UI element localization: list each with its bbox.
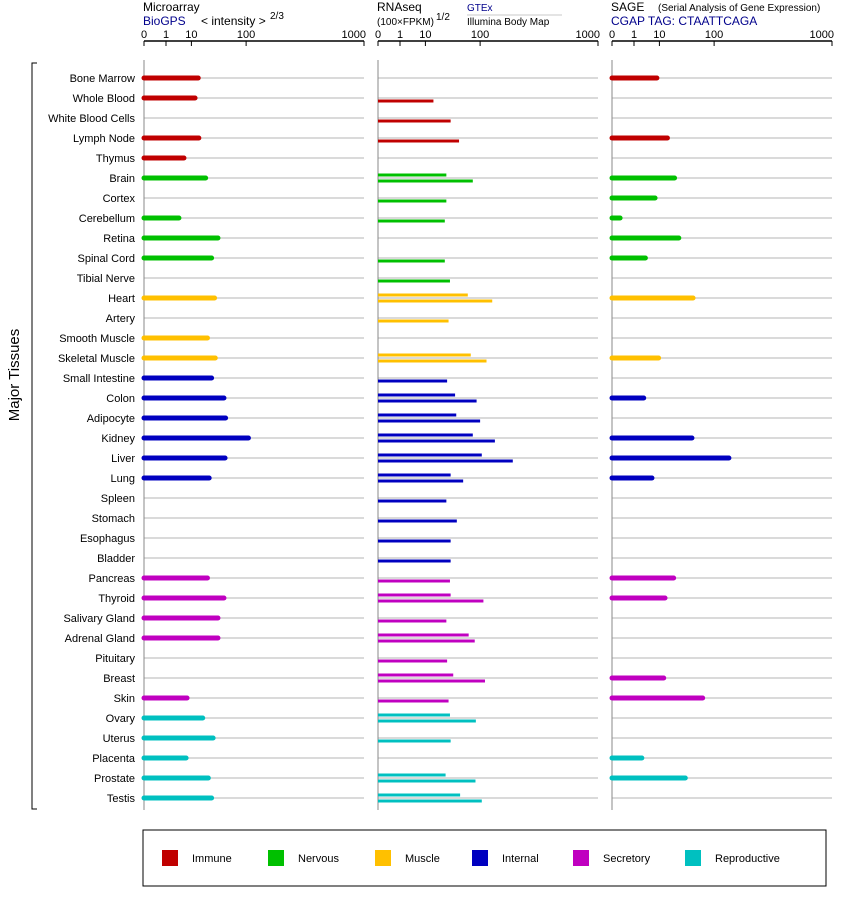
tissue-label: Smooth Muscle <box>59 333 135 345</box>
legend-swatch-immune <box>162 850 178 866</box>
rnaseq-title: RNAseq <box>377 0 422 14</box>
tick-label-rnaseq: 1 <box>397 29 403 41</box>
tick-label-microarray: 1000 <box>342 29 366 41</box>
tissue-label: Cerebellum <box>79 213 135 225</box>
tissue-label: Brain <box>109 173 135 185</box>
biogps-link[interactable]: BioGPS <box>143 14 186 28</box>
y-axis-label: Major Tissues <box>6 329 23 422</box>
legend-label-secretory: Secretory <box>603 853 651 865</box>
tissue-label: Thymus <box>96 153 136 165</box>
tissue-label: Spleen <box>101 493 135 505</box>
legend-label-nervous: Nervous <box>298 853 339 865</box>
fpkm-exponent: 1/2 <box>436 12 450 23</box>
tissue-label: Artery <box>106 313 136 325</box>
tissue-label: Adrenal Gland <box>65 633 135 645</box>
tissue-label: Breast <box>103 673 135 685</box>
legend-swatch-internal <box>472 850 488 866</box>
tissue-label: Stomach <box>92 513 135 525</box>
tissue-label: Adipocyte <box>87 413 135 425</box>
fpkm-label: (100×FPKM) <box>377 17 434 28</box>
tick-label-microarray: 0 <box>141 29 147 41</box>
tissue-label: Pancreas <box>89 573 136 585</box>
tick-label-rnaseq: 100 <box>471 29 489 41</box>
tick-label-rnaseq: 10 <box>419 29 431 41</box>
tissue-label: Liver <box>111 453 135 465</box>
tissue-label: Whole Blood <box>73 93 135 105</box>
cgap-tag-link[interactable]: CGAP TAG: CTAATTCAGA <box>611 14 757 28</box>
tick-label-microarray: 10 <box>185 29 197 41</box>
tick-label-sage: 100 <box>705 29 723 41</box>
tissue-label: Salivary Gland <box>63 613 135 625</box>
tick-label-sage: 1000 <box>810 29 834 41</box>
tissue-label: Testis <box>107 793 136 805</box>
y-axis-bracket <box>31 62 37 810</box>
tissue-label: Esophagus <box>80 533 136 545</box>
tissue-label: Thyroid <box>98 593 135 605</box>
illumina-label: Illumina Body Map <box>467 17 550 28</box>
tick-label-sage: 1 <box>631 29 637 41</box>
tissue-label: Prostate <box>94 773 135 785</box>
tissue-label: Retina <box>103 233 136 245</box>
tick-label-rnaseq: 1000 <box>576 29 600 41</box>
tissue-label: Pituitary <box>95 653 135 665</box>
tissue-label: Uterus <box>103 733 136 745</box>
legend-label-immune: Immune <box>192 853 232 865</box>
legend-swatch-reproductive <box>685 850 701 866</box>
legend-label-reproductive: Reproductive <box>715 853 780 865</box>
tick-label-microarray: 100 <box>237 29 255 41</box>
gtex-link[interactable]: GTEx <box>467 3 493 14</box>
tissue-label: Bone Marrow <box>70 73 135 85</box>
tissue-label: Placenta <box>92 753 136 765</box>
tick-label-microarray: 1 <box>163 29 169 41</box>
intensity-exponent: 2/3 <box>270 11 284 22</box>
legend-swatch-secretory <box>573 850 589 866</box>
tick-label-sage: 10 <box>653 29 665 41</box>
legend-swatch-muscle <box>375 850 391 866</box>
tissue-label: Small Intestine <box>63 373 135 385</box>
tissue-label: Skeletal Muscle <box>58 353 135 365</box>
tissue-label: Cortex <box>103 193 136 205</box>
tissue-label: Ovary <box>106 713 136 725</box>
tissue-label: White Blood Cells <box>48 113 135 125</box>
tissue-label: Lymph Node <box>73 133 135 145</box>
tissue-label: Skin <box>114 693 135 705</box>
tick-label-sage: 0 <box>609 29 615 41</box>
tissue-label: Kidney <box>101 433 135 445</box>
tissue-label: Spinal Cord <box>78 253 135 265</box>
legend-label-internal: Internal <box>502 853 539 865</box>
tissue-label: Colon <box>106 393 135 405</box>
legend-swatch-nervous <box>268 850 284 866</box>
tissue-label: Tibial Nerve <box>77 273 135 285</box>
tissue-label: Bladder <box>97 553 135 565</box>
sage-title: SAGE <box>611 0 644 14</box>
tissue-label: Heart <box>108 293 135 305</box>
sage-note: (Serial Analysis of Gene Expression) <box>658 3 820 14</box>
tick-label-rnaseq: 0 <box>375 29 381 41</box>
legend-label-muscle: Muscle <box>405 853 440 865</box>
intensity-label: < intensity > <box>201 14 266 28</box>
microarray-title: Microarray <box>143 0 200 14</box>
tissue-label: Lung <box>111 473 135 485</box>
